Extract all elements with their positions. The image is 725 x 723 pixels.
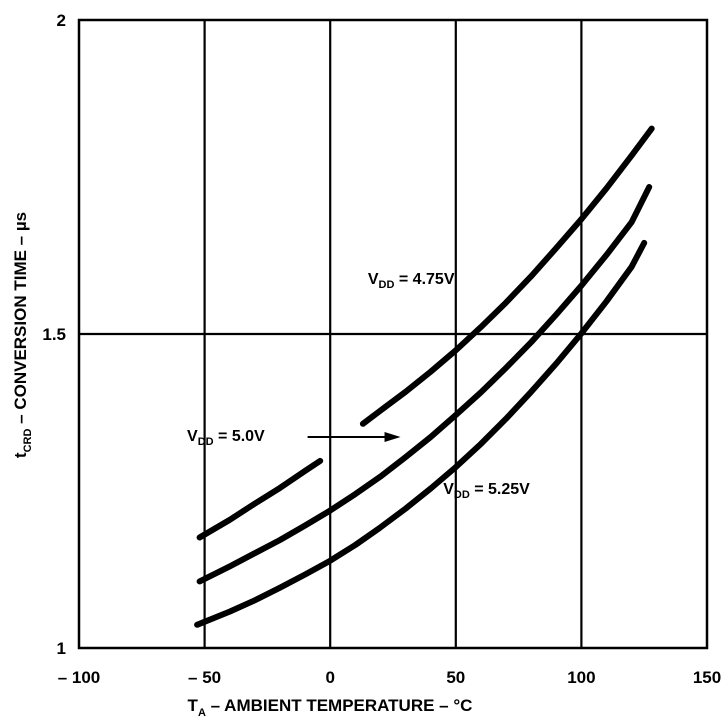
x-tick-label: 0	[325, 668, 334, 687]
x-axis-label-sub: A	[198, 707, 206, 719]
grid	[79, 20, 707, 648]
series-line-v-dd-5p25v-1	[194, 239, 648, 628]
annotations: VDD = 4.75V VDD = 5.0V VDD = 5.25V	[187, 271, 530, 501]
x-tick-label: 100	[567, 668, 595, 687]
series-line-v-dd-5p0v-1	[196, 184, 653, 585]
x-tick-label: – 50	[188, 668, 221, 687]
annotation-v-dd-4p75v: VDD = 4.75V	[368, 271, 455, 291]
x-axis-label-main: T	[188, 696, 199, 715]
x-tick-label: – 100	[58, 668, 101, 687]
annotation-v-dd-5p0v: VDD = 5.0V	[187, 428, 265, 448]
tick-labels: – 100 – 50 0 50 100 150 1 1.5 2	[42, 11, 721, 687]
annotation-v-dd-5p25v: VDD = 5.25V	[443, 481, 530, 501]
x-tick-label: 150	[693, 668, 721, 687]
curves	[194, 125, 655, 628]
y-axis-label-rest: – CONVERSION TIME – µs	[11, 212, 30, 429]
y-tick-label: 1.5	[42, 325, 66, 344]
y-axis-label-main: t	[11, 452, 30, 458]
x-tick-label: 50	[446, 668, 465, 687]
series-line-v-dd-4p75v-1	[196, 457, 324, 541]
y-axis-label: tCRD – CONVERSION TIME – µs	[11, 212, 34, 458]
x-axis-label: TA – AMBIENT TEMPERATURE – °C	[188, 696, 473, 719]
series-line-v-dd-4p75v-2	[359, 125, 655, 427]
y-axis-label-sub: CRD	[22, 429, 34, 453]
x-axis-label-rest: – AMBIENT TEMPERATURE – °C	[206, 696, 473, 715]
y-tick-label: 1	[57, 639, 66, 658]
annotation-arrowhead	[384, 431, 401, 442]
y-tick-label: 2	[57, 11, 66, 30]
